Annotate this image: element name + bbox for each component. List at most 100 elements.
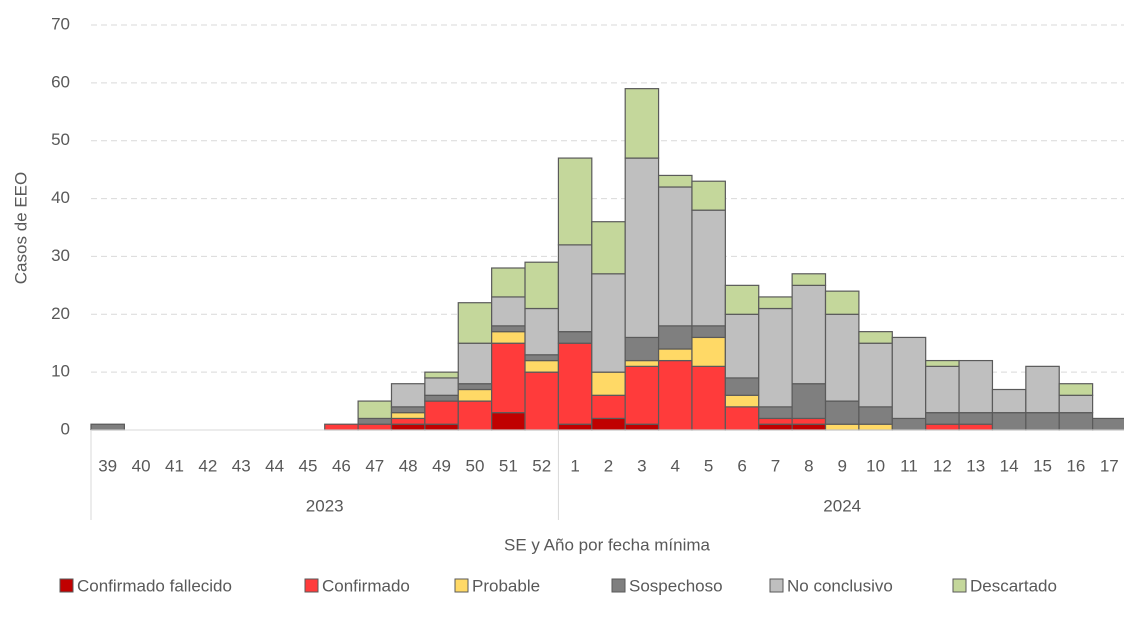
bar-segment <box>491 325 526 333</box>
bar-segment <box>691 209 726 327</box>
bar-segment <box>758 307 793 408</box>
bar-segment <box>591 273 626 373</box>
x-tick-label: 39 <box>98 456 117 475</box>
y-tick-label: 20 <box>51 304 70 323</box>
legend-swatch <box>59 578 74 593</box>
y-tick-label: 10 <box>51 362 70 381</box>
x-tick-label: 9 <box>837 456 846 475</box>
bar-segment <box>791 417 827 425</box>
bar-segment <box>524 307 560 356</box>
bar-segment <box>390 406 426 414</box>
bar-segment <box>691 365 726 431</box>
bar-segment <box>491 342 526 414</box>
bar-segment <box>1058 394 1094 414</box>
legend-label: Sospechoso <box>629 576 723 595</box>
bar-segment <box>958 359 994 414</box>
bar-segment <box>491 412 526 431</box>
bar-segment <box>524 359 560 373</box>
group-label: 2024 <box>823 496 861 515</box>
bar-segment <box>524 354 560 362</box>
x-tick-label: 40 <box>132 456 151 475</box>
bar-segment <box>390 412 426 420</box>
bar-segment <box>390 417 426 425</box>
bar-segment <box>858 342 893 408</box>
x-tick-label: 41 <box>165 456 184 475</box>
bar-segment <box>925 359 960 367</box>
bar-segment <box>524 261 560 310</box>
bar-segment <box>457 400 493 431</box>
x-tick-label: 1 <box>570 456 579 475</box>
bar-segment <box>424 377 459 396</box>
legend-swatch <box>454 578 469 593</box>
bar-segment <box>824 313 860 402</box>
x-tick-label: 7 <box>771 456 780 475</box>
legend-swatch <box>611 578 626 593</box>
x-tick-label: 2 <box>604 456 613 475</box>
x-tick-label: 17 <box>1100 456 1119 475</box>
bar-segment <box>891 336 927 420</box>
bar-segment <box>657 325 693 350</box>
bar-segment <box>724 284 760 315</box>
bar-segment <box>457 388 493 402</box>
bar-segment <box>858 331 893 344</box>
bar-segment <box>791 383 827 420</box>
bar-segment <box>657 186 693 327</box>
x-tick-label: 12 <box>933 456 952 475</box>
bar-segment <box>1025 365 1060 414</box>
bar-segment <box>390 383 426 408</box>
bar-segment <box>758 423 793 431</box>
bar-segment <box>691 325 726 339</box>
bar-segment <box>1092 417 1124 431</box>
bar-segment <box>524 371 560 431</box>
bar-segment <box>424 400 459 425</box>
x-tick-label: 11 <box>900 456 918 475</box>
bar-segment <box>724 377 760 396</box>
bar-segment <box>1058 412 1094 431</box>
bar-segment <box>591 371 626 396</box>
bar-segment <box>691 180 726 211</box>
bar-segment <box>991 412 1027 431</box>
bar-segment <box>591 417 626 431</box>
legend-swatch <box>304 578 319 593</box>
bar-segment <box>724 406 760 431</box>
x-tick-label: 42 <box>198 456 217 475</box>
bar-segment <box>624 88 660 159</box>
bar-segment <box>657 348 693 362</box>
x-tick-label: 16 <box>1066 456 1085 475</box>
bar-segment <box>624 336 660 362</box>
bar-segment <box>357 400 393 420</box>
bar-segment <box>991 388 1027 414</box>
bar-segment <box>858 406 893 425</box>
bar-segment <box>657 359 693 431</box>
bar-segment <box>925 412 960 425</box>
x-tick-label: 10 <box>866 456 885 475</box>
x-tick-label: 14 <box>1000 456 1019 475</box>
x-axis-title: SE y Año por fecha mínima <box>504 535 711 554</box>
bar-segment <box>824 423 860 431</box>
bar-segment <box>390 423 426 431</box>
legend-label: Descartado <box>970 576 1057 595</box>
bar-segment <box>557 157 593 246</box>
bar-segment <box>491 296 526 327</box>
x-tick-label: 13 <box>966 456 985 475</box>
bar-segment <box>858 423 893 431</box>
bar-segment <box>624 157 660 339</box>
bar-segment <box>424 371 459 379</box>
x-tick-label: 3 <box>637 456 646 475</box>
bar-segment <box>557 342 593 425</box>
bar-segment <box>758 417 793 425</box>
bar-segment <box>424 423 459 431</box>
x-tick-label: 4 <box>671 456 680 475</box>
bar-segment <box>791 273 827 286</box>
legend-label: Confirmado <box>322 576 410 595</box>
y-tick-label: 30 <box>51 246 70 265</box>
x-tick-label: 51 <box>499 456 518 475</box>
x-tick-label: 52 <box>532 456 551 475</box>
bar-segment <box>90 423 125 431</box>
bar-segment <box>724 394 760 408</box>
bar-segment <box>791 284 827 385</box>
group-label: 2023 <box>306 496 344 515</box>
bar-segment <box>624 365 660 425</box>
bar-segment <box>657 174 693 188</box>
bar-segment <box>925 365 960 414</box>
